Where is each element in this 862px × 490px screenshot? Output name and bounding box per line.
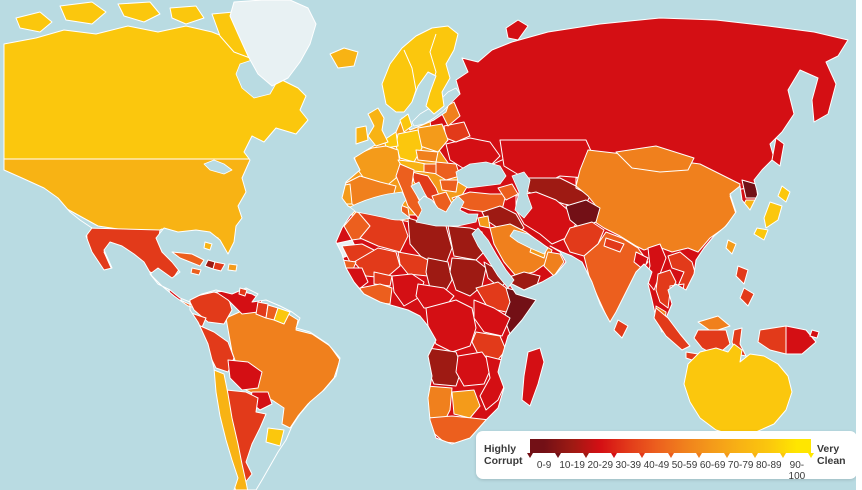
region-puerto-rico[interactable] (227, 263, 238, 272)
region-uruguay[interactable] (265, 427, 285, 447)
persian-gulf (509, 229, 549, 255)
legend-range-label: 90-100 (788, 460, 806, 482)
region-thailand[interactable] (655, 269, 677, 309)
region-sakhalin[interactable] (771, 137, 785, 167)
region-fiji[interactable] (809, 329, 820, 339)
legend-tick (639, 453, 646, 458)
legend-panel: Highly Corrupt 0-9 10-19 20-29 30-39 40-49 50… (476, 431, 857, 482)
legend-range-label: 10-19 (559, 460, 585, 471)
legend-tick (555, 453, 562, 458)
mediterranean-sea-east (415, 195, 479, 227)
region-zambia-zimbabwe[interactable] (455, 351, 493, 387)
region-mali[interactable] (353, 247, 401, 279)
region-canada-arctic-3[interactable] (117, 1, 161, 23)
region-canada-arctic-2[interactable] (59, 1, 107, 25)
region-dominican-republic[interactable] (212, 261, 226, 272)
page-edge-strip (856, 0, 862, 490)
legend-tick (667, 453, 674, 458)
region-canada-arctic-4[interactable] (169, 5, 205, 25)
region-mongolia[interactable] (615, 145, 695, 173)
region-cuba[interactable] (171, 251, 205, 267)
legend-range-labels: 0-9 10-19 20-29 30-39 40-49 50-59 60-69 70-79 80… (530, 460, 811, 482)
legend-tick (779, 453, 786, 458)
legend-tick (611, 453, 618, 458)
legend-ticks (527, 453, 814, 458)
region-french-guiana[interactable] (273, 307, 291, 325)
region-taiwan[interactable] (725, 239, 737, 255)
region-japan-kyushu[interactable] (753, 227, 769, 241)
legend-tick (808, 453, 814, 458)
black-sea (455, 161, 507, 189)
legend-label-highly-corrupt: Highly Corrupt (484, 442, 523, 467)
legend-tick (723, 453, 730, 458)
legend-tick (527, 453, 533, 458)
region-australia[interactable] (683, 343, 793, 437)
legend-bar-column: 0-9 10-19 20-29 30-39 40-49 50-59 60-69 70-79 80… (527, 431, 814, 482)
region-burkina-faso[interactable] (373, 271, 393, 287)
region-greenland[interactable] (229, 0, 317, 87)
region-novaya-zemlya[interactable] (505, 19, 529, 41)
region-caucasus[interactable] (497, 183, 519, 201)
legend-range-label: 60-69 (699, 460, 726, 471)
caspian-sea (511, 171, 533, 219)
region-indonesia-sumatra[interactable] (653, 307, 691, 351)
legend-range-label: 30-39 (615, 460, 642, 471)
legend-range-label: 0-9 (536, 460, 552, 471)
region-oman[interactable] (543, 251, 565, 277)
region-czech-slovakia[interactable] (415, 149, 439, 163)
region-botswana[interactable] (451, 389, 481, 419)
legend-range-label: 80-89 (756, 460, 782, 471)
region-malaysia-borneo[interactable] (697, 315, 731, 333)
region-nepal[interactable] (603, 237, 625, 253)
region-canada-arctic-1[interactable] (15, 11, 53, 33)
red-sea (471, 227, 515, 289)
region-sudan[interactable] (449, 257, 487, 297)
region-israel-jordan[interactable] (477, 215, 491, 229)
legend-range-label: 20-29 (587, 460, 614, 471)
region-jamaica[interactable] (190, 267, 202, 276)
region-afghanistan[interactable] (565, 199, 601, 229)
region-bahamas[interactable] (203, 241, 213, 251)
region-papua-new-guinea[interactable] (785, 325, 817, 355)
region-sri-lanka[interactable] (613, 319, 629, 339)
region-japan-honshu[interactable] (763, 201, 783, 229)
region-ireland[interactable] (355, 125, 369, 145)
legend-label-very-clean: Very Clean (817, 442, 846, 467)
region-bolivia[interactable] (227, 359, 263, 391)
region-bulgaria[interactable] (439, 179, 459, 193)
legend-tick (695, 453, 702, 458)
region-philippines-luzon[interactable] (735, 265, 749, 285)
legend-gradient-bar (530, 439, 811, 453)
region-romania[interactable] (435, 161, 461, 181)
region-denmark[interactable] (399, 113, 413, 133)
region-indonesia-west-papua[interactable] (757, 325, 787, 355)
region-japan-hokkaido[interactable] (777, 185, 791, 203)
region-philippines-mindanao[interactable] (739, 287, 755, 307)
region-iceland[interactable] (329, 47, 359, 69)
legend-range-label: 70-79 (727, 460, 754, 471)
legend-tick (751, 453, 758, 458)
region-madagascar[interactable] (521, 347, 545, 407)
legend-range-label: 50-59 (671, 460, 698, 471)
legend-range-label: 40-49 (643, 460, 670, 471)
mediterranean-sea-west (349, 191, 411, 221)
region-united-kingdom[interactable] (367, 107, 389, 147)
great-lakes (203, 159, 233, 175)
region-uganda-kenya[interactable] (473, 299, 511, 337)
region-trinidad[interactable] (238, 287, 248, 297)
legend-tick (583, 453, 590, 458)
